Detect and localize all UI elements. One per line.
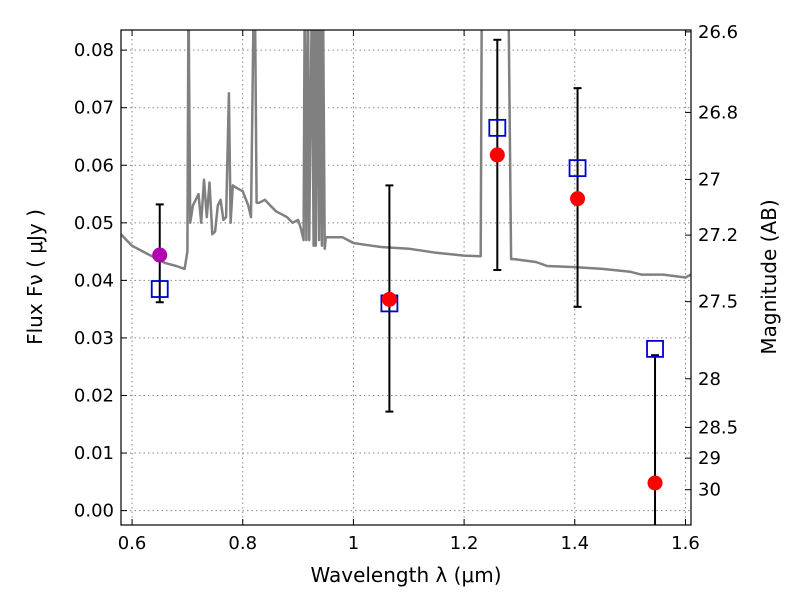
x-tick-label: 1 <box>348 533 359 554</box>
x-tick-label: 0.8 <box>228 533 257 554</box>
x-tick-label: 1.6 <box>671 533 700 554</box>
observed-flux-marker <box>489 147 505 163</box>
x-axis: 0.6 0.8 1 1.2 1.4 1.6 <box>118 30 700 554</box>
y-tick-label: 0.03 <box>74 328 114 349</box>
model-square-marker <box>646 339 664 358</box>
magnitude-axis-label: Magnitude (AB) <box>757 199 781 354</box>
magnitude-tick-label: 30 <box>698 480 721 501</box>
magnitude-tick-label: 28 <box>698 369 721 390</box>
magnitude-tick-label: 27 <box>698 169 721 190</box>
y-tick-label: 0.08 <box>74 40 114 61</box>
template-layer <box>121 30 691 279</box>
y-tick-label: 0.01 <box>74 443 114 464</box>
y-tick-label: 0.05 <box>74 213 114 234</box>
model-square-marker <box>150 280 169 298</box>
model-square-marker <box>568 159 587 178</box>
grid <box>121 30 691 525</box>
magnitude-tick-label: 27.2 <box>698 225 738 246</box>
magnitude-tick-label: 26.6 <box>698 22 738 43</box>
y-tick-label: 0.04 <box>74 270 114 291</box>
x-tick-label: 0.6 <box>118 533 147 554</box>
magnitude-tick-label: 28.5 <box>698 417 738 438</box>
observed-flux-marker <box>647 475 663 491</box>
template-spectrum-line <box>121 30 691 279</box>
magnitude-tick-label: 29 <box>698 448 721 469</box>
observed-layer <box>152 147 663 491</box>
observed-flux-marker <box>381 291 397 307</box>
x-tick-label: 1.2 <box>450 533 479 554</box>
observed-flux-marker <box>152 247 168 263</box>
y-tick-label: 0.06 <box>74 155 114 176</box>
observed-flux-marker <box>570 191 586 207</box>
magnitude-tick-label: 26.8 <box>698 102 738 123</box>
plot-frame <box>120 29 692 526</box>
x-tick-label: 1.4 <box>560 533 589 554</box>
magnitude-axis: 26.6 26.8 27 27.2 27.5 28 28.5 29 30 <box>685 22 738 501</box>
x-axis-label: Wavelength λ (μm) <box>310 563 501 587</box>
model-square-marker <box>488 118 507 137</box>
y-axis-label: Flux Fν ( μJy ) <box>23 209 47 345</box>
y-tick-label: 0.07 <box>74 98 114 119</box>
y-axis: 0.00 0.01 0.02 0.03 0.04 0.05 0.06 0.07 0.08 <box>74 40 127 522</box>
y-tick-label: 0.00 <box>74 501 114 522</box>
magnitude-tick-label: 27.5 <box>698 292 738 313</box>
errorbar-layer <box>155 38 660 525</box>
y-tick-label: 0.02 <box>74 385 114 406</box>
